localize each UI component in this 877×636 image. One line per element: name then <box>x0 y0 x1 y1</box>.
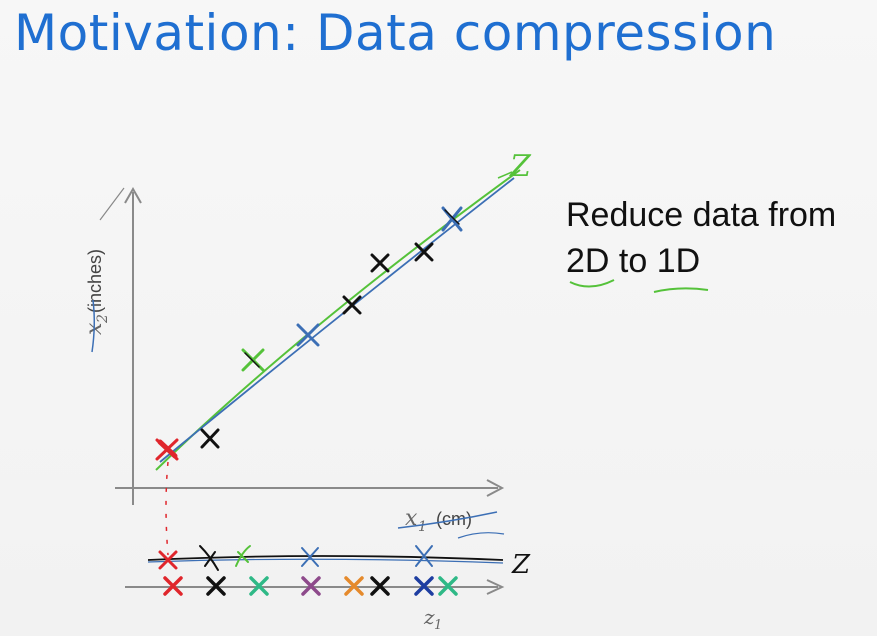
x-axis-label: x 1 (cm) <box>405 506 472 535</box>
slide-title: Motivation: Data compression <box>14 4 777 62</box>
data-points <box>155 206 463 461</box>
proj-blue-1 <box>301 547 319 567</box>
point-red <box>155 438 179 461</box>
x-label-underline-stroke <box>397 511 498 529</box>
x-axis-arrow <box>486 479 505 497</box>
note-underline-1d <box>653 287 709 293</box>
y-label-tick-stroke <box>99 187 125 221</box>
z1-label-sub: 1 <box>434 618 442 633</box>
line-z-label: Z <box>509 149 532 184</box>
z1-red <box>163 576 183 596</box>
y-axis-label-unit: (inches) <box>85 249 105 313</box>
z1-points <box>163 576 458 596</box>
proj-blue-2 <box>415 545 433 567</box>
projected-points <box>158 545 433 571</box>
projected-z-label: Z <box>511 550 531 580</box>
y-axis-label: x 2 (inches) <box>82 249 111 335</box>
proj-black <box>199 545 219 571</box>
green-fit-line <box>155 169 521 471</box>
y-axis-label-sub: 2 <box>95 314 111 324</box>
reduce-note-line2: 2D to 1D <box>566 242 701 280</box>
x-label-curl-stroke <box>457 532 505 539</box>
reduce-note-line1: Reduce data from <box>566 196 837 234</box>
point-black-4 <box>370 253 390 273</box>
red-projection-dashed <box>165 461 169 556</box>
z1-orange <box>344 576 364 596</box>
projected-line <box>147 555 504 561</box>
y-label-underline-stroke <box>91 299 96 353</box>
note-underline-2d <box>569 279 615 288</box>
z1-number-line-arrow <box>486 579 505 595</box>
point-black-1 <box>200 428 220 449</box>
y-axis-arrow <box>124 186 142 204</box>
z1-teal-1 <box>249 576 269 596</box>
blue-fit-line <box>159 177 515 463</box>
point-black-5 <box>414 242 434 262</box>
projected-line-blue <box>147 558 504 564</box>
green-fit-tail <box>497 171 513 179</box>
point-black-2 <box>244 352 260 368</box>
axes <box>115 186 505 595</box>
point-blue-1 <box>296 323 320 347</box>
x-axis-label-unit: (cm) <box>436 509 472 529</box>
z1-label-var: z <box>423 605 435 629</box>
proj-red <box>158 550 178 570</box>
z1-teal-2 <box>438 576 458 596</box>
z1-black-1 <box>206 576 226 596</box>
z1-black-2 <box>370 576 390 596</box>
z1-purple <box>301 576 321 596</box>
reduce-note: Reduce data from 2D to 1D <box>566 192 836 284</box>
proj-green <box>235 545 251 567</box>
point-black-3 <box>342 295 362 315</box>
point-black-6 <box>444 209 460 225</box>
x-axis-label-sub: 1 <box>418 519 427 535</box>
z1-navy <box>414 576 434 596</box>
x-axis-label-var: x <box>405 506 418 531</box>
